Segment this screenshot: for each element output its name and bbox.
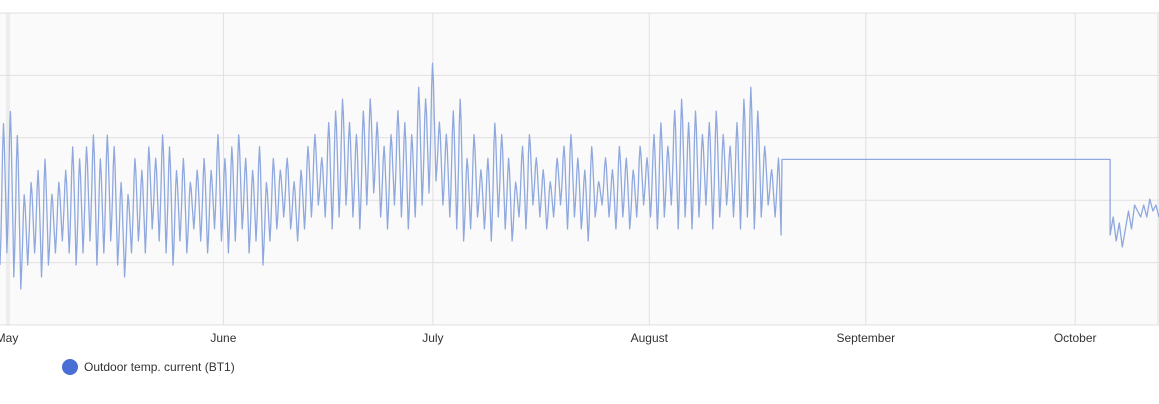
series-group <box>0 62 1159 290</box>
x-tick-label-october: October <box>1054 331 1097 345</box>
x-tick-label-june: June <box>210 331 236 345</box>
line-chart: May June July August September October <box>0 12 1159 345</box>
x-tick-label-may: May <box>0 331 18 345</box>
x-axis-ticks: May June July August September October <box>0 331 1097 345</box>
legend-label: Outdoor temp. current (BT1) <box>84 360 235 374</box>
x-tick-label-july: July <box>422 331 443 345</box>
plot-background <box>0 13 1159 325</box>
series-line-outdoor-temp[interactable] <box>0 62 1159 290</box>
x-tick-label-august: August <box>631 331 669 345</box>
legend-color-dot <box>62 359 78 375</box>
legend-item[interactable]: Outdoor temp. current (BT1) <box>62 359 235 375</box>
x-tick-label-september: September <box>836 331 895 345</box>
